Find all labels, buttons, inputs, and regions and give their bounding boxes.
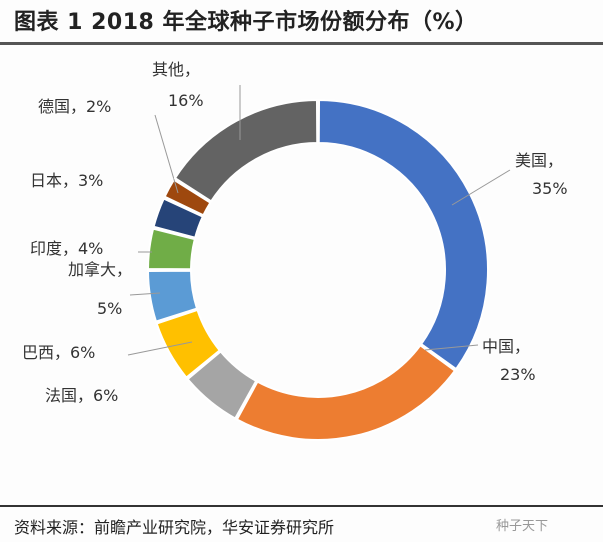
source-note: 资料来源：前瞻产业研究院，华安证券研究所 xyxy=(14,518,335,537)
donut-slice-6 xyxy=(146,227,197,271)
chart-title: 图表 1 2018 年全球种子市场份额分布（%） xyxy=(14,10,478,35)
data-label: 德国，2% xyxy=(38,97,111,116)
title-divider xyxy=(0,42,603,45)
data-label-value: 35% xyxy=(532,179,568,198)
leader-line xyxy=(127,341,193,356)
data-label: 巴西，6% xyxy=(22,343,95,362)
data-label: 法国，6% xyxy=(45,386,118,405)
leader-line xyxy=(129,292,161,296)
donut-slice-9 xyxy=(173,98,319,203)
donut-slice-3 xyxy=(186,350,258,420)
leader-line xyxy=(424,344,479,351)
donut-slice-7 xyxy=(152,197,205,239)
data-label-value: 5% xyxy=(97,299,122,318)
source-divider xyxy=(0,505,603,507)
data-label-value: 16% xyxy=(168,91,204,110)
leader-line xyxy=(451,169,511,206)
leader-line xyxy=(154,114,179,194)
donut-slice-5 xyxy=(146,269,199,323)
data-label: 其他， xyxy=(152,60,200,79)
donut-slice-8 xyxy=(163,178,212,217)
data-label: 日本，3% xyxy=(30,171,103,190)
data-label-value: 23% xyxy=(500,365,536,384)
donut-slice-2 xyxy=(235,343,457,441)
data-label: 加拿大， xyxy=(68,260,132,279)
donut-slice-1 xyxy=(317,98,489,371)
data-label: 印度，4% xyxy=(30,239,103,258)
donut-slice-4 xyxy=(155,308,222,379)
watermark: 种子天下 xyxy=(496,519,549,534)
data-label: 美国， xyxy=(515,151,563,170)
data-label: 中国， xyxy=(482,337,530,356)
